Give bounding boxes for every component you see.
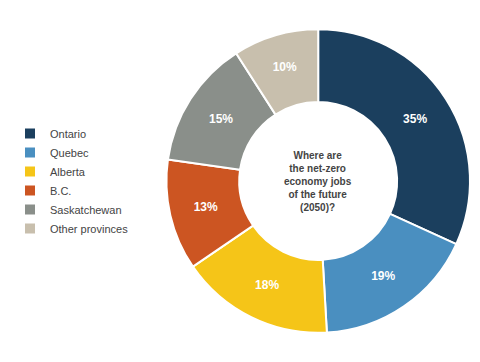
svg-text:Where arethe net-zeroeconomy j: Where arethe net-zeroeconomy jobsof the … bbox=[284, 150, 352, 213]
svg-text:19%: 19% bbox=[371, 269, 395, 283]
svg-text:Quebec: Quebec bbox=[50, 147, 89, 159]
svg-text:10%: 10% bbox=[273, 60, 297, 74]
svg-text:B.C.: B.C. bbox=[50, 185, 71, 197]
svg-text:15%: 15% bbox=[209, 112, 233, 126]
svg-text:Saskatchewan: Saskatchewan bbox=[50, 204, 122, 216]
svg-text:Ontario: Ontario bbox=[50, 128, 86, 140]
svg-text:35%: 35% bbox=[403, 112, 427, 126]
svg-text:18%: 18% bbox=[255, 278, 279, 292]
svg-text:Other provinces: Other provinces bbox=[50, 223, 128, 235]
svg-text:Alberta: Alberta bbox=[50, 166, 86, 178]
svg-text:13%: 13% bbox=[194, 200, 218, 214]
